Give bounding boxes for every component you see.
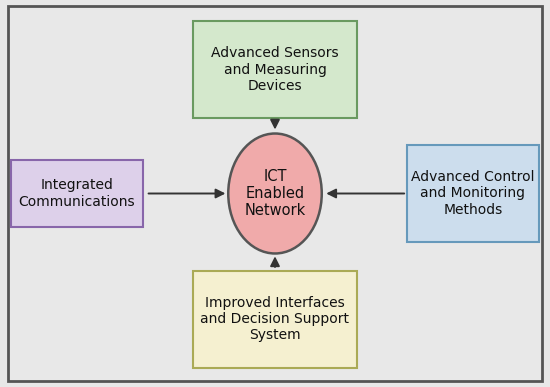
Text: Integrated
Communications: Integrated Communications (19, 178, 135, 209)
Text: ICT
Enabled
Network: ICT Enabled Network (244, 169, 306, 218)
FancyBboxPatch shape (407, 145, 539, 242)
Ellipse shape (228, 134, 322, 253)
FancyBboxPatch shape (11, 160, 143, 228)
FancyBboxPatch shape (8, 6, 542, 381)
Text: Improved Interfaces
and Decision Support
System: Improved Interfaces and Decision Support… (201, 296, 349, 342)
Text: Advanced Control
and Monitoring
Methods: Advanced Control and Monitoring Methods (411, 170, 535, 217)
Text: Advanced Sensors
and Measuring
Devices: Advanced Sensors and Measuring Devices (211, 46, 339, 93)
FancyBboxPatch shape (192, 21, 358, 118)
FancyBboxPatch shape (192, 271, 358, 368)
